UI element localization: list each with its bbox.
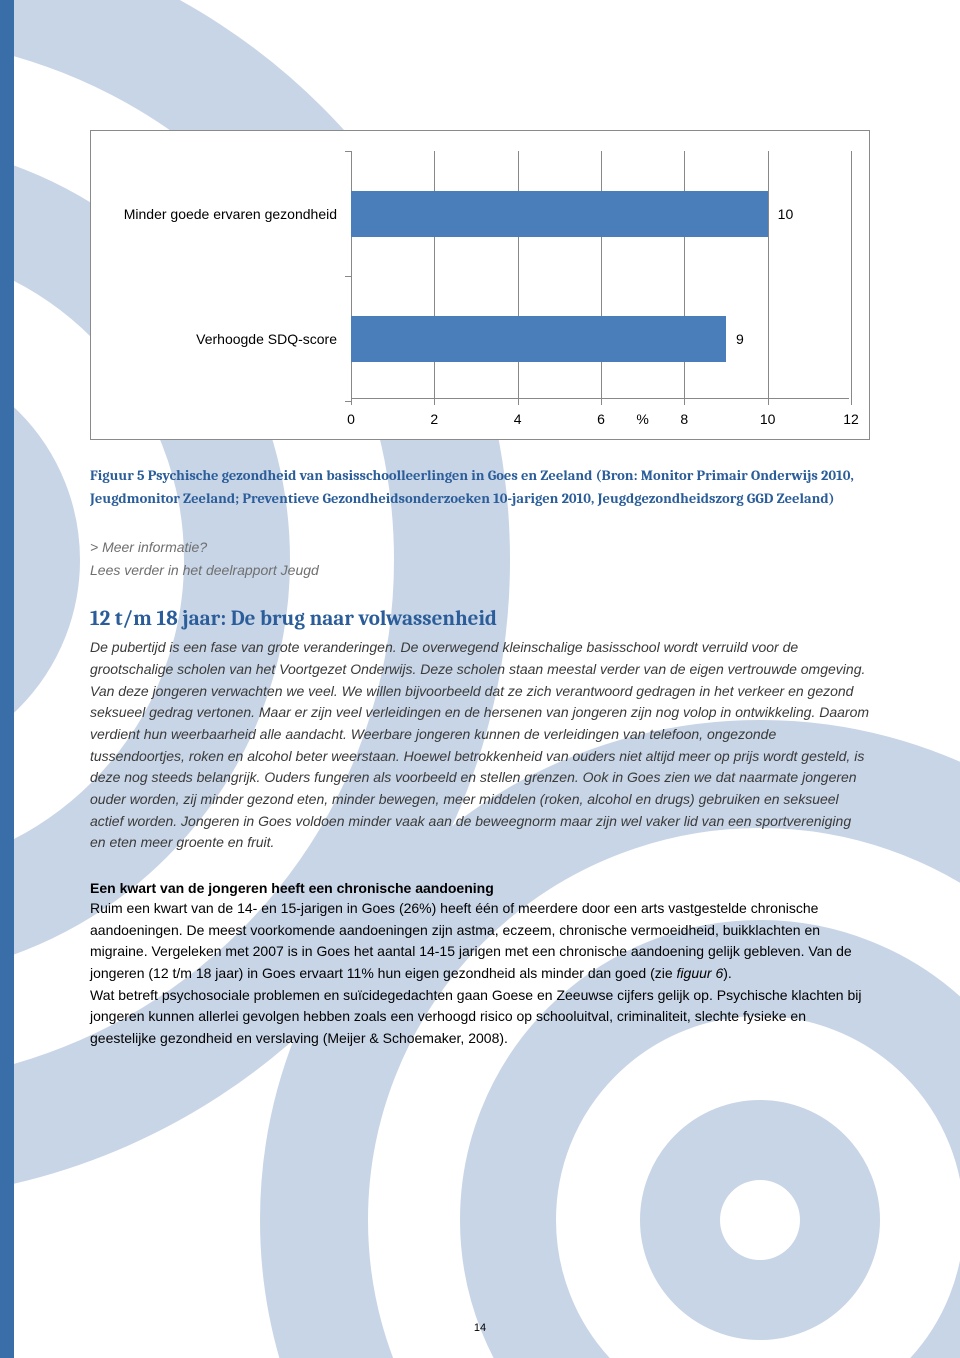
x-tick-label: 10 <box>760 411 776 427</box>
figure-reference: figuur 6 <box>677 965 724 981</box>
bar-chart: 0 2 4 6 8 10 12% 10 Minder goede ervaren gezondh… <box>90 130 870 440</box>
x-axis-title: % <box>636 411 648 427</box>
more-info-block: > Meer informatie? Lees verder in het de… <box>90 536 870 581</box>
chart-bar <box>351 191 768 237</box>
x-tick-label: 2 <box>430 411 438 427</box>
body-text-1: Ruim een kwart van de 14- en 15-jarigen … <box>90 900 852 981</box>
left-margin-strip <box>0 0 14 1358</box>
x-tick-label: 8 <box>680 411 688 427</box>
section-heading: 12 t/m 18 jaar: De brug naar volwassenhe… <box>90 607 870 631</box>
bar-value-label: 10 <box>778 206 794 222</box>
body-text-1-end: ). <box>723 965 732 981</box>
category-label: Minder goede ervaren gezondheid <box>124 206 351 222</box>
more-info-line1: > Meer informatie? <box>90 536 870 558</box>
page-number: 14 <box>0 1322 960 1334</box>
x-tick-label: 6 <box>597 411 605 427</box>
body-paragraph: Ruim een kwart van de 14- en 15-jarigen … <box>90 898 870 1050</box>
subheading: Een kwart van de jongeren heeft een chro… <box>90 880 870 896</box>
figure-caption: Figuur 5 Psychische gezondheid van basis… <box>90 464 870 510</box>
page-content: 0 2 4 6 8 10 12% 10 Minder goede ervaren gezondh… <box>0 0 960 1050</box>
body-text-2: Wat betreft psychosociale problemen en s… <box>90 987 861 1046</box>
category-label: Verhoogde SDQ-score <box>196 331 351 347</box>
x-tick-label: 4 <box>514 411 522 427</box>
x-tick-label: 12 <box>843 411 859 427</box>
chart-plot-area: 024681012%10Minder goede ervaren gezondh… <box>351 151 849 399</box>
x-tick-label: 0 <box>347 411 355 427</box>
more-info-line2: Lees verder in het deelrapport Jeugd <box>90 559 870 581</box>
chart-bar <box>351 316 726 362</box>
bar-value-label: 9 <box>736 331 744 347</box>
section-intro: De pubertijd is een fase van grote veran… <box>90 637 870 854</box>
